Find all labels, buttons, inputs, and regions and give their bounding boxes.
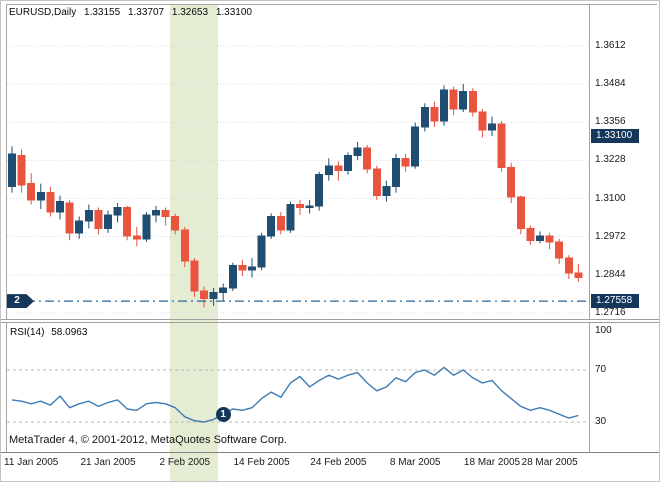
bull-candle [536, 231, 544, 244]
rsi-line [11, 366, 579, 423]
bull-candle [324, 158, 333, 181]
quote-low: 1.32653 [171, 7, 209, 18]
bull-candle [219, 283, 228, 302]
bear-candle [171, 213, 180, 235]
copyright-text: MetaTrader 4, © 2001-2012, MetaQuotes So… [9, 434, 287, 446]
bear-candle [132, 226, 141, 247]
bear-candle [296, 200, 304, 215]
time-axis-label: 18 Mar 2005 [463, 457, 521, 468]
bear-candle [545, 232, 554, 250]
bull-candle [440, 85, 448, 126]
bull-candle [209, 287, 218, 306]
time-axis-label: 11 Jan 2005 [4, 457, 59, 468]
time-axis[interactable]: 11 Jan 2005 21 Jan 2005 2 Feb 2005 14 Feb 2… [1, 457, 659, 477]
bull-candle [459, 83, 468, 113]
bear-candle [468, 88, 477, 117]
bear-candle [507, 162, 516, 204]
bear-candle [161, 207, 170, 226]
bear-candle [27, 173, 36, 205]
bull-candle [392, 153, 400, 193]
bull-candle [228, 262, 237, 291]
bear-candle [190, 258, 199, 297]
bear-candle [180, 226, 189, 268]
bear-candle [200, 286, 208, 308]
bear-candle [123, 206, 132, 241]
chart-quote-line: EURUSD,Daily 1.33155 1.33707 1.32653 1.3… [9, 7, 257, 18]
quote-high: 1.33707 [127, 7, 165, 18]
bear-candle [526, 225, 535, 245]
time-axis-label: 24 Feb 2005 [310, 457, 367, 468]
bear-candle [449, 86, 458, 116]
bear-candle [94, 207, 103, 235]
bear-candle [497, 121, 506, 172]
indicator-value: 58.0963 [51, 327, 88, 338]
bull-candle [36, 183, 45, 210]
bull-candle [104, 210, 112, 233]
bear-candle [574, 264, 583, 283]
bull-candle [142, 211, 151, 242]
bull-candle [344, 152, 352, 175]
bull-candle [8, 146, 16, 193]
bid-price-badge: 1.33100 [591, 128, 639, 143]
annotation-marker-2: 2 [7, 294, 34, 309]
time-axis-label: 28 Mar 2005 [521, 457, 578, 468]
bull-candle [152, 206, 160, 223]
time-axis-label: 21 Jan 2005 [80, 457, 136, 468]
indicator-label: RSI(14) 58.0963 [10, 327, 91, 338]
bear-candle [65, 200, 74, 241]
bear-candle [276, 211, 285, 235]
time-axis-label: 2 Feb 2005 [159, 457, 211, 468]
rsi-chart-canvas[interactable] [1, 323, 660, 453]
bull-candle [420, 103, 429, 132]
bull-candle [353, 141, 362, 160]
bull-candle [315, 171, 324, 211]
time-axis-label: 8 Mar 2005 [389, 457, 441, 468]
bear-candle [516, 195, 525, 235]
price-chart-canvas[interactable] [1, 1, 660, 321]
bear-candle [430, 101, 439, 128]
bull-candle [305, 200, 314, 214]
bull-candle [56, 195, 64, 220]
time-axis-label: 14 Feb 2005 [233, 457, 290, 468]
bear-candle [363, 144, 372, 174]
bull-candle [257, 232, 266, 271]
bull-candle [113, 203, 122, 223]
bear-candle [17, 149, 26, 193]
bear-candle [46, 186, 55, 217]
bull-candle [382, 180, 391, 202]
bear-candle [478, 109, 487, 138]
bull-candle [248, 258, 256, 278]
bull-candle [84, 204, 93, 229]
indicator-name: RSI(14) [10, 327, 45, 338]
quote-close: 1.33100 [215, 7, 252, 18]
bear-candle [564, 255, 573, 280]
bull-candle [286, 201, 295, 233]
bull-candle [488, 116, 496, 136]
bull-candle [75, 216, 84, 239]
bear-candle [401, 153, 410, 172]
level-price-badge: 1.27558 [591, 294, 639, 309]
symbol-timeframe: EURUSD,Daily [9, 7, 77, 18]
bull-candle [267, 213, 276, 239]
bear-candle [238, 259, 247, 277]
quote-open: 1.33155 [84, 7, 121, 18]
bear-candle [334, 161, 343, 181]
annotation-marker-1: 1 [215, 406, 231, 422]
bear-candle [555, 238, 564, 265]
bear-candle [372, 165, 381, 201]
bull-candle [411, 122, 420, 169]
panel-divider[interactable] [1, 319, 659, 323]
